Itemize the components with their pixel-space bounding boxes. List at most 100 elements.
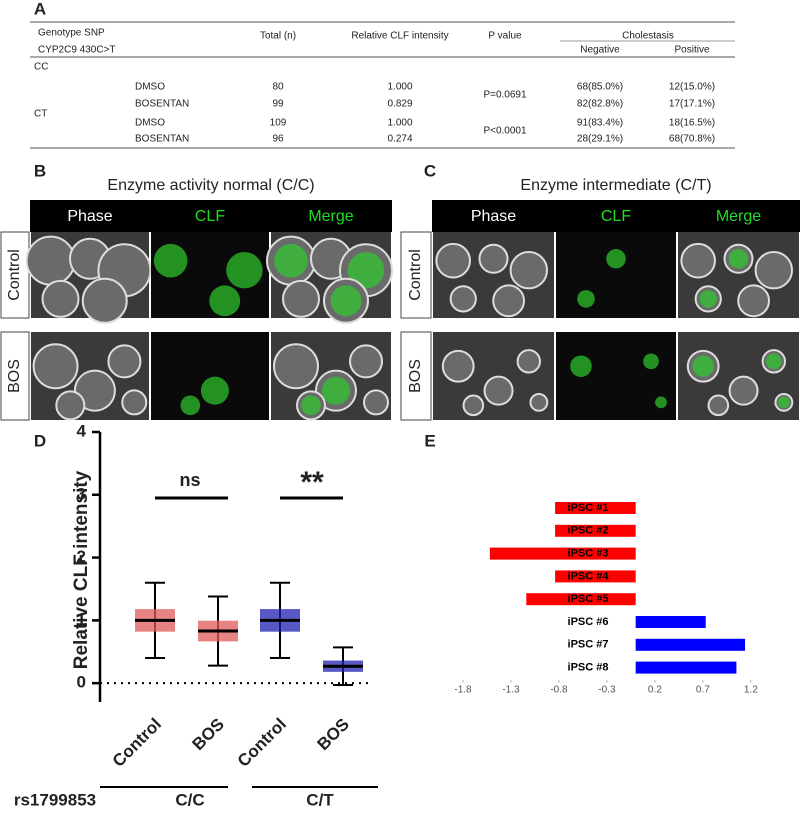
table-group: CT: [34, 109, 47, 120]
significance-label: **: [300, 466, 324, 499]
panel-label: A: [34, 0, 46, 18]
fluorescence: [330, 285, 362, 317]
cell: [680, 242, 716, 279]
table-cell: 91(83.4%): [577, 118, 623, 129]
table-cell: 0.274: [387, 134, 412, 145]
cell: [441, 349, 475, 383]
panel-title: Enzyme activity normal (C/C): [107, 177, 314, 194]
table-cell: DMSO: [135, 118, 165, 129]
column-label: Merge: [716, 208, 761, 225]
row-label: Control: [6, 249, 23, 301]
cell: [363, 389, 389, 416]
cell: [516, 349, 541, 374]
column-label: CLF: [195, 208, 225, 225]
category-label: iPSC #1: [568, 502, 609, 514]
category-label: iPSC #4: [568, 570, 610, 582]
cell: [41, 279, 80, 318]
group-label: C/C: [175, 790, 204, 809]
panel-label: B: [34, 161, 46, 180]
cell: [728, 375, 759, 406]
table-cell: 109: [270, 118, 287, 129]
fluorescence: [347, 252, 385, 289]
fluorescence: [180, 395, 201, 416]
table-cell: 1.000: [387, 118, 412, 129]
cell: [81, 277, 128, 324]
category-label: iPSC #7: [568, 639, 609, 651]
cell: [349, 344, 383, 379]
fluorescence: [226, 252, 263, 289]
table-cell: 28(29.1%): [577, 134, 623, 145]
y-tick-label: 3: [77, 484, 86, 503]
column-label: Phase: [67, 208, 112, 225]
micrograph: [151, 332, 269, 420]
category-label: iPSC #3: [568, 548, 609, 560]
cell: [529, 393, 549, 412]
table-header: P value: [488, 31, 522, 42]
fluorescence: [322, 376, 350, 405]
category-label: iPSC #6: [568, 616, 609, 628]
fluorescence: [643, 353, 659, 370]
table-cell: 17(17.1%): [669, 99, 715, 110]
table-header: Genotype SNP: [38, 28, 105, 39]
significance-label: ns: [179, 470, 200, 490]
table-cell: 68(70.8%): [669, 134, 715, 145]
table-cell: 80: [272, 82, 284, 93]
fluorescence: [765, 353, 782, 370]
table-cell: P<0.0001: [483, 126, 527, 137]
x-tick-label: Control: [234, 715, 290, 771]
table-header: Relative CLF intensity: [351, 31, 448, 42]
table-subheader: CYP2C9 430C>T: [38, 45, 116, 56]
cell: [707, 394, 730, 417]
cell: [32, 343, 79, 390]
cell: [492, 284, 526, 318]
panel-label: D: [34, 431, 46, 450]
x-tick-label: -1.8: [454, 685, 472, 696]
y-tick-label: 4: [77, 421, 87, 440]
column-label: Phase: [471, 208, 516, 225]
x-tick-label: -0.3: [598, 685, 616, 696]
fluorescence: [570, 355, 592, 378]
cell: [462, 394, 485, 417]
x-tick-label: -0.8: [550, 685, 568, 696]
cell: [107, 344, 142, 379]
bar: [635, 616, 706, 628]
category-label: iPSC #8: [568, 662, 609, 674]
row-label: BOS: [407, 359, 424, 393]
table-header: Cholestasis: [622, 31, 674, 42]
table-cell: 82(82.8%): [577, 99, 623, 110]
bar: [555, 524, 636, 537]
bar: [635, 661, 737, 674]
table-cell: 1.000: [387, 82, 412, 93]
category-label: iPSC #5: [568, 593, 609, 605]
x-tick-label: 1.2: [744, 685, 758, 696]
cell: [754, 251, 793, 290]
cell: [282, 279, 320, 318]
table-cell: 96: [272, 134, 284, 145]
fluorescence: [692, 355, 714, 378]
column-label: CLF: [601, 208, 631, 225]
row-label-box: [0, 331, 30, 421]
cell: [483, 375, 514, 406]
group-label: C/T: [306, 790, 334, 809]
fluorescence: [728, 248, 749, 269]
bar: [555, 570, 636, 583]
table-header: Total (n): [260, 31, 296, 42]
table-cell: P=0.0691: [483, 90, 527, 101]
panel-label: C: [424, 161, 436, 180]
x-tick-label: 0.2: [648, 685, 662, 696]
row-label: Control: [407, 249, 424, 301]
table-cell: 0.829: [387, 99, 412, 110]
fluorescence: [699, 290, 718, 308]
y-axis-label: Relative CLF intensity: [71, 470, 92, 669]
fluorescence: [655, 396, 667, 409]
table-cell: 18(16.5%): [669, 118, 715, 129]
x-tick-label: -1.3: [502, 685, 520, 696]
panel-label: E: [424, 431, 435, 450]
x-tick-label: BOS: [314, 715, 353, 754]
cell: [435, 242, 471, 279]
fluorescence: [153, 243, 188, 278]
table-subheader: Positive: [674, 45, 709, 56]
row-label: BOS: [6, 359, 23, 393]
bar: [489, 547, 636, 560]
cell: [273, 343, 319, 390]
